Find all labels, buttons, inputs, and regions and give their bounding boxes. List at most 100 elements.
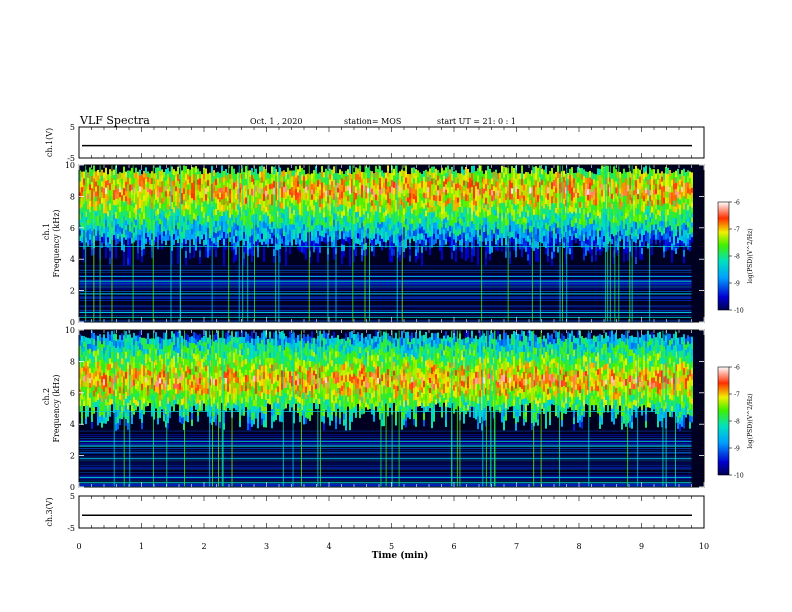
spectrogram-cell <box>461 251 463 259</box>
spectrogram-cell <box>359 187 361 195</box>
spectrogram-cell <box>457 211 459 217</box>
spectrogram-cell <box>349 243 351 252</box>
spectrogram-cell <box>599 242 601 250</box>
spectrogram-cell <box>337 206 339 212</box>
spectrogram-cell <box>103 232 105 239</box>
spectrogram-cell <box>679 183 681 190</box>
spectrogram-cell <box>241 188 243 195</box>
spectrogram-cell <box>291 186 293 193</box>
spectrogram-cell <box>499 217 501 224</box>
spectrogram-cell <box>515 185 517 193</box>
spectrogram-cell <box>375 165 377 172</box>
spectrogram-cell <box>513 244 515 251</box>
spectrogram-cell <box>219 234 221 240</box>
spectrogram-cell <box>185 250 187 258</box>
spectrogram-cell <box>147 171 149 178</box>
spectrogram-cell <box>441 253 443 261</box>
spectrogram-cell <box>117 178 119 185</box>
spectrogram-cell <box>425 192 427 200</box>
spectrogram-cell <box>387 165 389 172</box>
spectrogram-cell <box>239 201 241 208</box>
spectrogram-cell <box>619 235 621 242</box>
spectrogram-cell <box>255 174 257 181</box>
spectrogram-cell <box>107 395 109 403</box>
spectrogram-cell <box>111 356 113 363</box>
spectrogram-cell <box>311 235 313 241</box>
spectrogram-cell <box>81 171 83 178</box>
spectrogram-cell <box>181 236 183 243</box>
spectrogram-cell <box>125 190 127 197</box>
spectrogram-cell <box>415 182 417 190</box>
spectrogram-cell <box>547 186 549 194</box>
spectrogram-cell <box>309 199 311 207</box>
spectrogram-cell <box>293 229 295 235</box>
spectrogram-cell <box>637 193 639 200</box>
spectrogram-cell <box>95 375 97 382</box>
spectrogram-cell <box>103 359 105 367</box>
spectrogram-cell <box>219 201 221 207</box>
spectrogram-cell <box>475 205 477 211</box>
spectrogram-cell <box>215 190 217 198</box>
spectrogram-cell <box>677 208 679 215</box>
spectrogram-cell <box>661 235 663 241</box>
spectrogram-cell <box>641 198 643 206</box>
spectrogram-cell <box>357 179 359 185</box>
spectrogram-cell <box>309 212 311 220</box>
spectrogram-cell <box>611 233 613 240</box>
spectrogram-cell <box>651 224 653 231</box>
spectrogram-cell <box>317 186 319 193</box>
spectrogram-cell <box>95 171 97 177</box>
spectrogram-cell <box>409 236 411 244</box>
spectrogram-cell <box>359 210 361 217</box>
spectrogram-cell <box>641 235 643 242</box>
spectrogram-cell <box>579 168 581 175</box>
spectrogram-cell <box>347 179 349 186</box>
spectrogram-cell <box>201 201 203 207</box>
spectrogram-cell <box>543 169 545 176</box>
spectrogram-cell <box>377 184 379 191</box>
spectrogram-cell <box>157 208 159 215</box>
spectrogram-cell <box>95 345 97 351</box>
spectrogram-cell <box>201 183 203 189</box>
spectrogram-cell <box>297 174 299 182</box>
spectrogram-cell <box>231 166 233 173</box>
spectrogram-cell <box>351 224 353 230</box>
spectrogram-cell <box>587 194 589 201</box>
spectrogram-cell <box>91 212 93 219</box>
spectrogram-cell <box>589 235 591 242</box>
spectrogram-cell <box>479 229 481 236</box>
spectrogram-cell <box>591 185 593 193</box>
spectrogram-cell <box>351 220 353 226</box>
spectrogram-cell <box>573 182 575 188</box>
spectrogram-cell <box>387 191 389 198</box>
spectrogram-cell <box>307 242 309 249</box>
spectrogram-cell <box>615 228 617 235</box>
spectrogram-cell <box>449 197 451 204</box>
spectrogram-cell <box>269 188 271 195</box>
spectrogram-cell <box>459 211 461 219</box>
spectrogram-cell <box>97 367 99 375</box>
spectrogram-cell <box>653 169 655 175</box>
spectrogram-cell <box>79 389 81 395</box>
spectrogram-cell <box>505 186 507 194</box>
spectrogram-cell <box>197 194 199 201</box>
spectrogram-cell <box>543 224 545 231</box>
spectrogram-cell <box>301 203 303 211</box>
spectrogram-cell <box>243 244 245 253</box>
spectrogram-cell <box>337 230 339 236</box>
spectrogram-cell <box>355 224 357 231</box>
spectrogram-cell <box>187 214 189 220</box>
spectrogram-cell <box>465 166 467 175</box>
spectrogram-cell <box>295 182 297 189</box>
spectrogram-cell <box>197 230 199 237</box>
spectrogram-cell <box>305 180 307 187</box>
spectrogram-cell <box>499 187 501 194</box>
spectrogram-cell <box>611 173 613 179</box>
spectrogram-cell <box>83 223 85 231</box>
spectrogram-cell <box>361 210 363 217</box>
spectrogram-cell <box>115 204 117 213</box>
spectrogram-cell <box>121 339 123 347</box>
spectrogram-cell <box>283 170 285 177</box>
spectrogram-cell <box>361 216 363 224</box>
spectrogram-cell <box>83 355 85 362</box>
